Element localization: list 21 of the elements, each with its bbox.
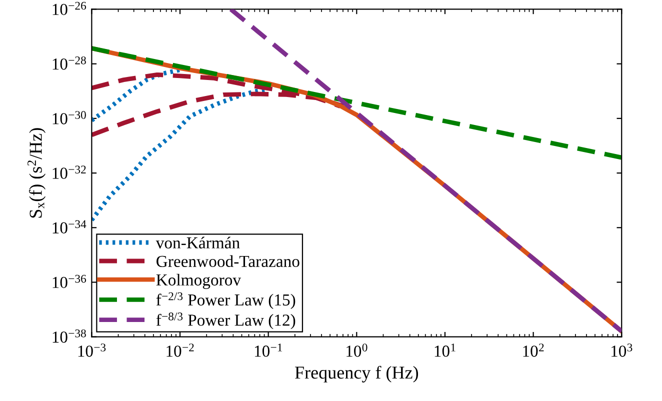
legend-label: Kolmogorov	[156, 274, 242, 290]
y-tick-label: 10$^{−26}$	[52, 2, 86, 16]
x-tick-label: 10$^{1}$	[434, 344, 456, 357]
legend-label: f$^{−2/3}$ Power Law (15)	[156, 292, 296, 309]
y-tick-label: 10$^{−34}$	[52, 220, 86, 234]
y-axis-title: S$_{x}$(f) (s$^{2}$/Hz)	[28, 128, 46, 218]
x-axis-title: Frequency f (Hz)	[295, 366, 418, 382]
x-tick-label: 10$^{0}$	[346, 344, 368, 357]
legend-label: von-Kármán	[156, 236, 240, 248]
x-tick-label: 10$^{−3}$	[78, 344, 106, 357]
x-tick-label: 10$^{−1}$	[254, 344, 282, 357]
y-tick-label: 10$^{−36}$	[52, 274, 86, 288]
x-tick-label: 10$^{2}$	[523, 344, 544, 357]
y-tick-label: 10$^{−32}$	[52, 166, 86, 179]
legend-label: f$^{−8/3}$ Power Law (12)	[156, 312, 296, 330]
y-tick-label: 10$^{−38}$	[52, 329, 86, 343]
y-tick-label: 10$^{−30}$	[52, 111, 86, 124]
legend-label: Greenwood-Tarazano	[156, 255, 300, 268]
x-tick-label: 10$^{−2}$	[166, 344, 194, 357]
x-tick-label: 10$^{3}$	[612, 344, 632, 357]
y-tick-label: 10$^{−28}$	[52, 56, 86, 70]
